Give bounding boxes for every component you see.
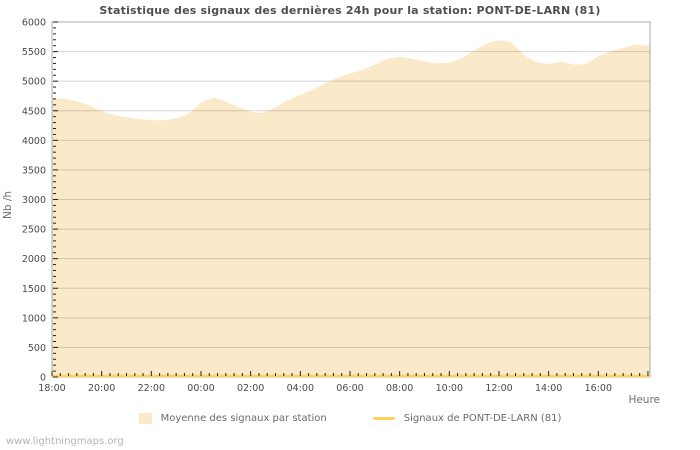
- svg-text:1500: 1500: [22, 284, 46, 295]
- svg-text:06:00: 06:00: [336, 383, 363, 394]
- svg-text:04:00: 04:00: [287, 383, 314, 394]
- chart-title: Statistique des signaux des dernières 24…: [99, 4, 601, 17]
- svg-text:1000: 1000: [22, 313, 46, 324]
- svg-text:10:00: 10:00: [436, 383, 463, 394]
- svg-text:2500: 2500: [22, 225, 46, 236]
- svg-text:00:00: 00:00: [187, 383, 214, 394]
- svg-text:16:00: 16:00: [585, 383, 612, 394]
- svg-text:6000: 6000: [22, 18, 46, 29]
- area-swatch-icon: [138, 412, 152, 424]
- svg-text:08:00: 08:00: [386, 383, 413, 394]
- legend-item-average: Moyenne des signaux par station: [138, 412, 327, 424]
- svg-text:18:00: 18:00: [38, 383, 65, 394]
- legend-station-label: Signaux de PONT-DE-LARN (81): [403, 412, 562, 424]
- line-swatch-icon: [372, 416, 395, 420]
- average-area-series: [52, 40, 650, 378]
- svg-text:4000: 4000: [22, 136, 46, 147]
- svg-text:500: 500: [28, 343, 46, 354]
- watermark-link[interactable]: www.lightningmaps.org: [6, 436, 124, 447]
- svg-text:22:00: 22:00: [138, 383, 165, 394]
- legend-item-station-signals: Signaux de PONT-DE-LARN (81): [372, 412, 562, 424]
- svg-text:4500: 4500: [22, 106, 46, 117]
- svg-text:14:00: 14:00: [535, 383, 562, 394]
- svg-text:5500: 5500: [22, 47, 46, 58]
- svg-text:12:00: 12:00: [485, 383, 512, 394]
- x-axis-label: Heure: [628, 394, 660, 406]
- chart-legend: Moyenne des signaux par station Signaux …: [0, 409, 700, 427]
- svg-text:5000: 5000: [22, 77, 46, 88]
- svg-text:3500: 3500: [22, 165, 46, 176]
- svg-text:0: 0: [40, 373, 46, 384]
- y-axis-label: Nb /h: [2, 191, 14, 219]
- svg-text:2000: 2000: [22, 254, 46, 265]
- svg-text:02:00: 02:00: [237, 383, 264, 394]
- svg-text:3000: 3000: [22, 195, 46, 206]
- svg-text:20:00: 20:00: [88, 383, 115, 394]
- legend-average-label: Moyenne des signaux par station: [160, 412, 327, 424]
